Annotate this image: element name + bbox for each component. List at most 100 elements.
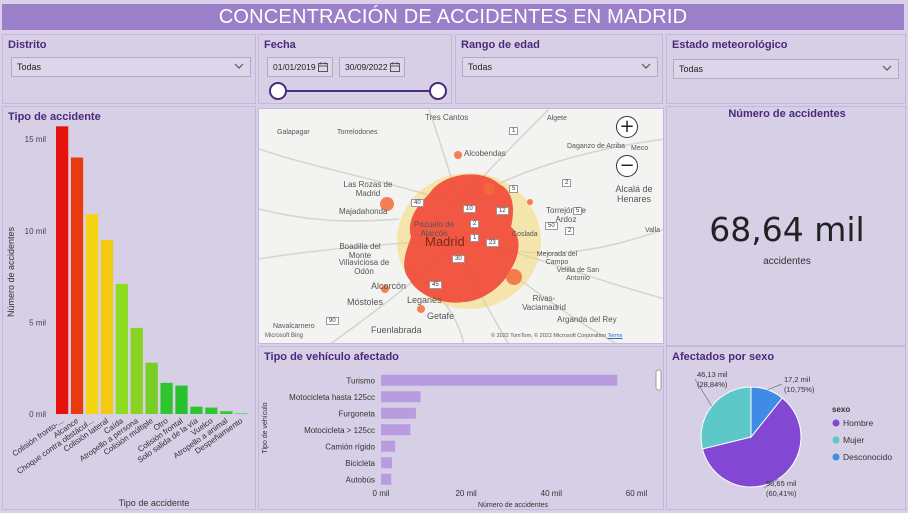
accident-type-chart: 0 mil 5 mil 10 mil 15 mil Número de accident… [6,126,248,508]
filter-distrito-label: Distrito [8,39,47,51]
start-date-value: 01/01/2019 [273,62,316,72]
bar[interactable] [381,440,396,452]
heatmap-spot [454,151,462,159]
bar[interactable] [160,382,173,414]
zoom-in-button[interactable]: + [616,116,638,138]
date-slider-end-handle[interactable] [429,82,447,100]
chevron-down-icon [234,63,244,69]
map[interactable]: Tres Cantos Algete Galapagar Torrelodones Al… [258,108,664,344]
bar[interactable] [220,411,233,414]
legend-entry[interactable]: Mujer [843,435,864,445]
road [498,228,663,254]
bar[interactable] [175,385,188,414]
y-category-label: Furgoneta [339,409,376,418]
map-place-label: Meco [631,145,649,152]
road-number-badge: 5 [573,207,583,215]
y-category-label: Motocicleta > 125cc [304,426,375,435]
heatmap-core [404,174,519,303]
pie-leader-line [694,378,712,407]
road-number-badge: 5 [509,185,519,193]
legend-title: sexo [832,405,850,414]
pie-leader-line [767,383,783,391]
bar[interactable] [100,239,114,414]
bar[interactable] [381,407,416,419]
filter-distrito-panel: Distrito Todas [2,34,256,104]
bar[interactable] [70,157,84,414]
scrollbar-thumb[interactable] [655,369,662,391]
road-number-badge: 1 [470,234,480,242]
edad-value: Todas [468,62,493,72]
map-place-label: Coslada [512,231,538,238]
map-place-label: Alcorcón [371,281,407,291]
bar[interactable] [381,374,618,386]
map-place-label: Velilla de San Antonio [556,267,600,282]
road-number-badge: 45 [429,281,442,289]
filter-fecha-label: Fecha [264,39,296,51]
map-place-label: Arganda del Rey [557,315,617,324]
road-number-badge: 12 [496,207,509,215]
map-place-label: Galapagar [277,129,310,136]
map-place-label: Getafe [427,311,455,321]
pie-value-label: 17,2 mil [784,375,811,384]
map-terms-link[interactable]: Terms [607,333,623,339]
x-axis-label: Número de accidentes [478,502,549,509]
kpi-panel [666,106,906,346]
map-place-label: Villaviciosa de Odón [338,258,390,276]
edad-dropdown[interactable]: Todas [462,57,658,77]
map-place-label: Torrelodones [337,129,378,136]
y-tick-label: 5 mil [29,318,46,327]
bar[interactable] [381,391,421,403]
road-number-badge: 2 [470,220,480,228]
bar[interactable] [85,214,99,414]
chevron-down-icon [882,65,892,71]
map-place-label: Torrejón de Ardoz [545,206,587,224]
map-attribution-text: © 2022 TomTom, © 2022 Microsoft Corporat… [491,333,607,339]
pie-leader-line [763,478,779,489]
kpi-subtitle: accidentes [763,256,811,267]
date-slider-start-handle[interactable] [269,82,287,100]
map-place-label: Tres Cantos [425,113,469,122]
x-axis-label: Tipo de accidente [119,498,190,508]
bar[interactable] [381,457,393,469]
road-number-badge: 10 [463,205,476,213]
y-category-label: Bicicleta [345,459,375,468]
meteo-dropdown[interactable]: Todas [673,59,899,79]
road-number-badge: 40 [411,199,424,207]
distrito-dropdown[interactable]: Todas [11,57,251,77]
pie-percent-label: (60,41%) [766,489,797,498]
bar[interactable] [145,362,158,414]
bar[interactable] [190,406,203,414]
x-tick-label: 60 mil [626,489,648,498]
pie-value-label: 46,13 mil [697,370,728,379]
heatmap-spot [527,199,533,205]
sex-pie-chart: 96,65 mil(60,41%) 46,13 mil(28,84%) 17,2 m… [694,370,892,498]
road-number-badge: 50 [545,222,558,230]
filter-meteo-panel: Estado meteorológico Todas [666,34,906,104]
calendar-icon [318,62,328,72]
y-tick-label: 15 mil [25,135,47,144]
x-tick-label: 20 mil [455,489,477,498]
map-place-label: Alcobendas [464,149,506,158]
bar[interactable] [56,126,69,414]
legend-swatch [832,436,840,444]
heatmap-spot [380,197,394,211]
bar[interactable] [381,424,411,436]
pie-slice[interactable] [750,386,783,439]
map-place-label: Madrid [425,234,465,249]
bar[interactable] [115,283,128,414]
bar[interactable] [130,327,143,414]
bar[interactable] [381,473,392,485]
bar[interactable] [205,407,218,414]
end-date-input[interactable]: 30/09/2022 [339,57,405,77]
legend-entry[interactable]: Desconocido [843,452,892,462]
date-slider-track[interactable] [278,90,438,92]
map-place-label: Rivas-Vaciamadrid [522,294,566,312]
map-place-label: Daganzo de Arriba [567,143,625,150]
road [518,278,618,343]
map-attribution: © 2022 TomTom, © 2022 Microsoft Corporat… [491,333,622,339]
map-provider-logo: Microsoft Bing [265,333,304,339]
start-date-input[interactable]: 01/01/2019 [267,57,333,77]
legend-entry[interactable]: Hombre [843,418,874,428]
zoom-out-button[interactable]: − [616,155,638,177]
bar[interactable] [235,413,248,415]
